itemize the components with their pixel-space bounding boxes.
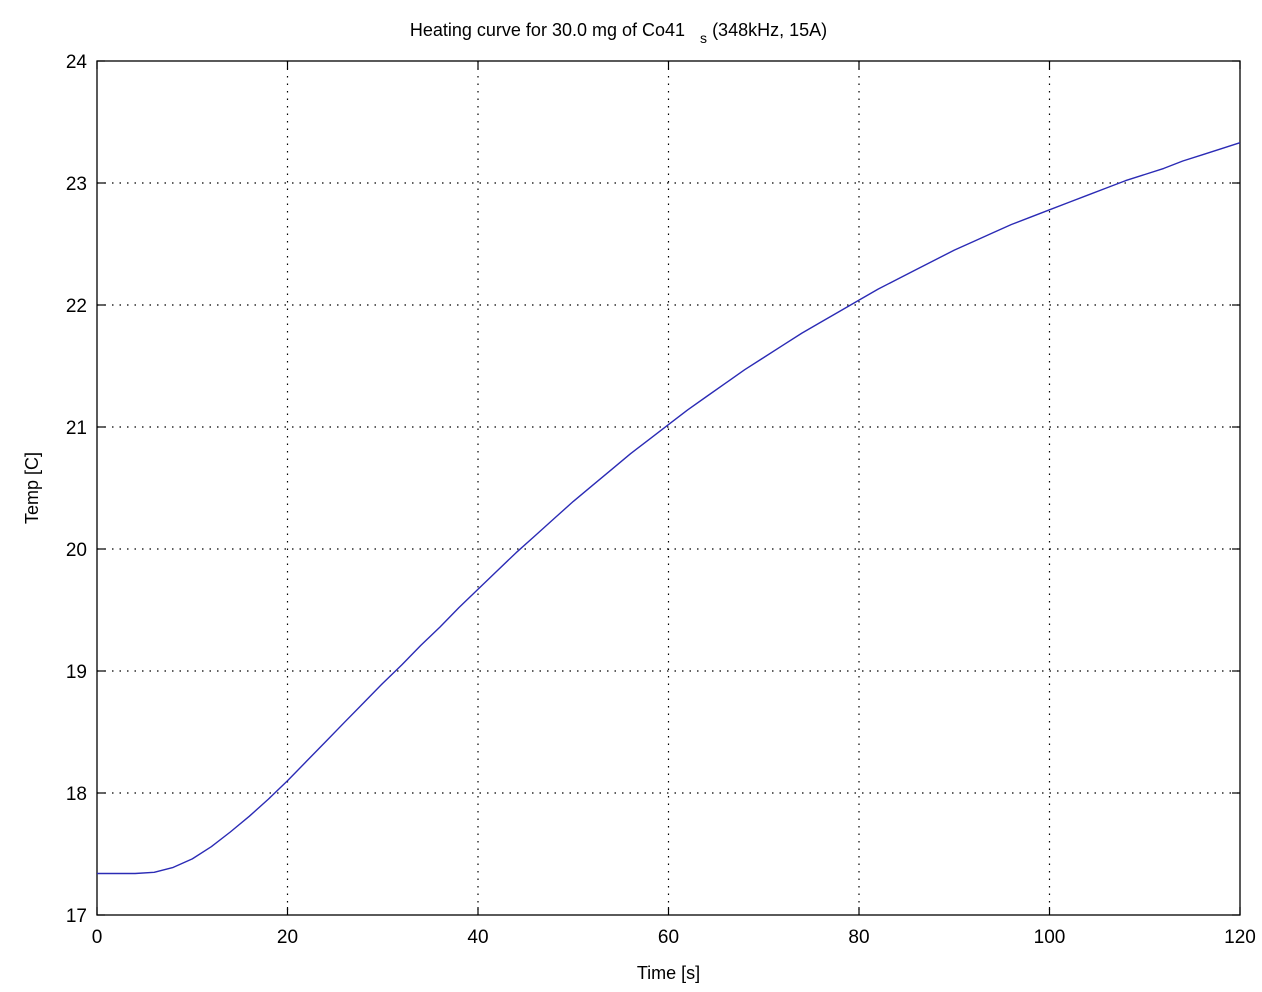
x-tick-label: 120 xyxy=(1224,927,1256,948)
x-tick-label: 80 xyxy=(848,927,869,948)
y-axis-label: Temp [C] xyxy=(22,452,42,524)
axis-ticks xyxy=(96,60,1241,916)
x-tick-label: 60 xyxy=(658,927,679,948)
x-axis-label: Time [s] xyxy=(637,963,700,983)
chart-title-main: Heating curve for 30.0 mg of Co41 xyxy=(410,20,685,40)
x-tick-label: 20 xyxy=(277,927,298,948)
x-tick-label: 100 xyxy=(1034,927,1066,948)
y-tick-label: 23 xyxy=(66,174,87,195)
y-tick-label: 21 xyxy=(66,418,87,439)
grid-lines xyxy=(97,61,1240,915)
x-tick-labels: 0 20 40 60 80 100 120 xyxy=(92,927,1256,948)
y-tick-label: 22 xyxy=(66,296,87,317)
chart-title-suffix: (348kHz, 15A) xyxy=(712,20,827,40)
y-tick-label: 20 xyxy=(66,540,87,561)
y-tick-labels: 17 18 19 20 21 22 23 24 xyxy=(66,52,88,927)
series-line xyxy=(97,142,1241,875)
x-tick-label: 0 xyxy=(92,927,103,948)
data-series xyxy=(97,142,1241,875)
y-tick-label: 24 xyxy=(66,52,88,73)
chart-title: Heating curve for 30.0 mg of Co41 s (348… xyxy=(410,20,827,47)
x-tick-label: 40 xyxy=(467,927,488,948)
chart-title-subscript: s xyxy=(700,30,707,46)
y-tick-label: 17 xyxy=(66,906,87,927)
y-tick-label: 18 xyxy=(66,784,87,805)
y-tick-label: 19 xyxy=(66,662,87,683)
